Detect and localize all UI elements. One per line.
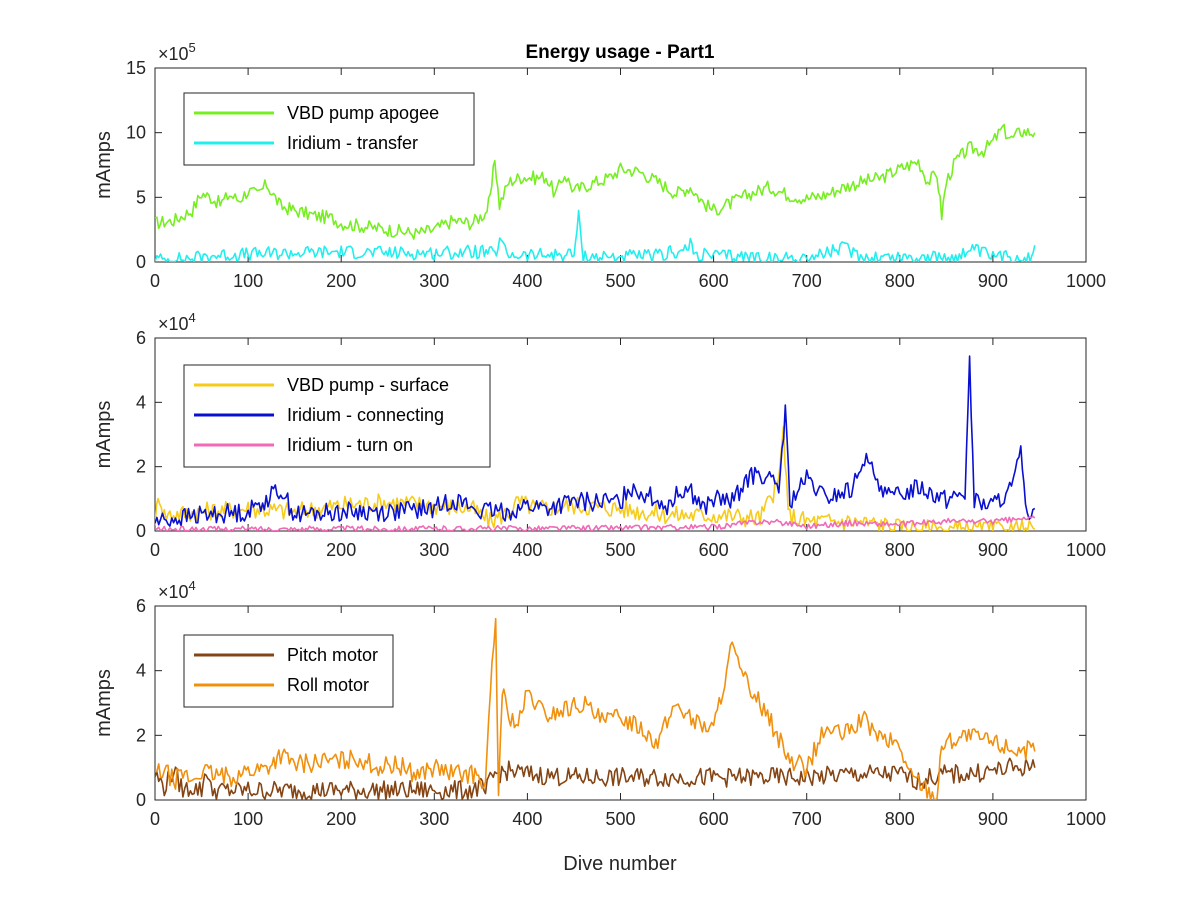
legend-box: [183, 634, 394, 708]
x-tick-label: 0: [150, 540, 160, 560]
x-tick-label: 1000: [1066, 540, 1106, 560]
legend-label: Roll motor: [287, 675, 369, 695]
y-tick-label: 0: [136, 521, 146, 541]
x-tick-label: 100: [233, 271, 263, 291]
chart-panel-2: 0 100 200 300 400 500 600 700 800 900 1000 0 2 4 6 ×104…: [93, 310, 1106, 560]
x-tick-label: 0: [150, 809, 160, 829]
x-tick-label: 900: [978, 540, 1008, 560]
y-tick-label: 10: [126, 123, 146, 143]
x-tick-label: 800: [885, 271, 915, 291]
y-tick-label: 6: [136, 596, 146, 616]
axis-exponent: ×104: [158, 578, 196, 602]
legend-label: Pitch motor: [287, 645, 378, 665]
legend-label: VBD pump apogee: [287, 103, 439, 123]
series-line-roll-motor: [155, 617, 1036, 800]
y-tick-label: 4: [136, 392, 146, 412]
y-tick-label: 2: [136, 725, 146, 745]
y-tick-label: 0: [136, 790, 146, 810]
x-tick-label: 700: [792, 271, 822, 291]
x-axis-label: Dive number: [563, 853, 677, 875]
x-tick-label: 1000: [1066, 271, 1106, 291]
x-tick-label: 1000: [1066, 809, 1106, 829]
x-tick-label: 300: [419, 271, 449, 291]
y-tick-label: 15: [126, 58, 146, 78]
x-tick-label: 400: [512, 271, 542, 291]
x-tick-label: 200: [326, 271, 356, 291]
legend-label: Iridium - turn on: [287, 435, 413, 455]
y-axis-label: mAmps: [93, 401, 115, 469]
x-tick-label: 600: [699, 540, 729, 560]
x-tick-label: 600: [699, 271, 729, 291]
x-tick-label: 600: [699, 809, 729, 829]
x-tick-label: 500: [605, 271, 635, 291]
axis-exponent: ×104: [158, 310, 196, 334]
legend-label: Iridium - transfer: [287, 133, 418, 153]
legend-box: [183, 92, 475, 166]
y-tick-label: 5: [136, 187, 146, 207]
y-axis-label: mAmps: [93, 131, 115, 199]
series-line-pitch-motor: [155, 757, 1036, 800]
x-tick-label: 400: [512, 809, 542, 829]
x-tick-label: 900: [978, 809, 1008, 829]
x-tick-label: 500: [605, 809, 635, 829]
y-tick-label: 0: [136, 252, 146, 272]
x-tick-label: 800: [885, 809, 915, 829]
x-tick-label: 700: [792, 540, 822, 560]
series-line-iridium-transfer: [155, 209, 1036, 262]
axis-exponent: ×105: [158, 40, 196, 64]
x-tick-label: 700: [792, 809, 822, 829]
x-tick-label: 400: [512, 540, 542, 560]
figure-title: Energy usage - Part1: [525, 42, 714, 63]
chart-panel-1: 0 100 200 300 400 500 600 700 800 900 1000 0 5 10 15 ×1…: [93, 40, 1106, 291]
y-tick-label: 2: [136, 457, 146, 477]
x-tick-label: 100: [233, 809, 263, 829]
x-tick-label: 200: [326, 809, 356, 829]
legend-label: VBD pump - surface: [287, 375, 449, 395]
x-tick-label: 800: [885, 540, 915, 560]
y-tick-label: 4: [136, 661, 146, 681]
x-tick-label: 200: [326, 540, 356, 560]
x-tick-label: 100: [233, 540, 263, 560]
series-line-iridium-connecting: [155, 355, 1036, 527]
y-tick-label: 6: [136, 328, 146, 348]
x-tick-label: 0: [150, 271, 160, 291]
series-line-vbd-pump-apogee: [155, 123, 1036, 240]
series-line-iridium-turn-on: [155, 515, 1036, 531]
x-tick-label: 500: [605, 540, 635, 560]
y-axis-label: mAmps: [93, 669, 115, 737]
chart-panel-3: 0 100 200 300 400 500 600 700 800 900 1000 0 2 4 6 ×104…: [93, 578, 1106, 829]
legend-label: Iridium - connecting: [287, 405, 444, 425]
x-tick-label: 900: [978, 271, 1008, 291]
x-tick-label: 300: [419, 809, 449, 829]
x-tick-label: 300: [419, 540, 449, 560]
